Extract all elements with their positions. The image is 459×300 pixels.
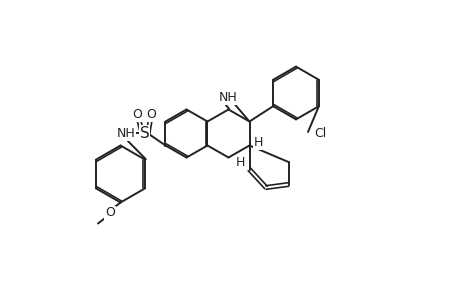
Text: NH: NH bbox=[218, 91, 237, 104]
Text: O: O bbox=[105, 206, 115, 220]
Text: Cl: Cl bbox=[313, 127, 325, 140]
Text: H: H bbox=[235, 155, 245, 169]
Text: S: S bbox=[140, 126, 149, 141]
Text: H: H bbox=[253, 136, 263, 149]
Text: NH: NH bbox=[117, 127, 135, 140]
Text: O: O bbox=[146, 108, 156, 121]
Text: O: O bbox=[132, 108, 142, 121]
